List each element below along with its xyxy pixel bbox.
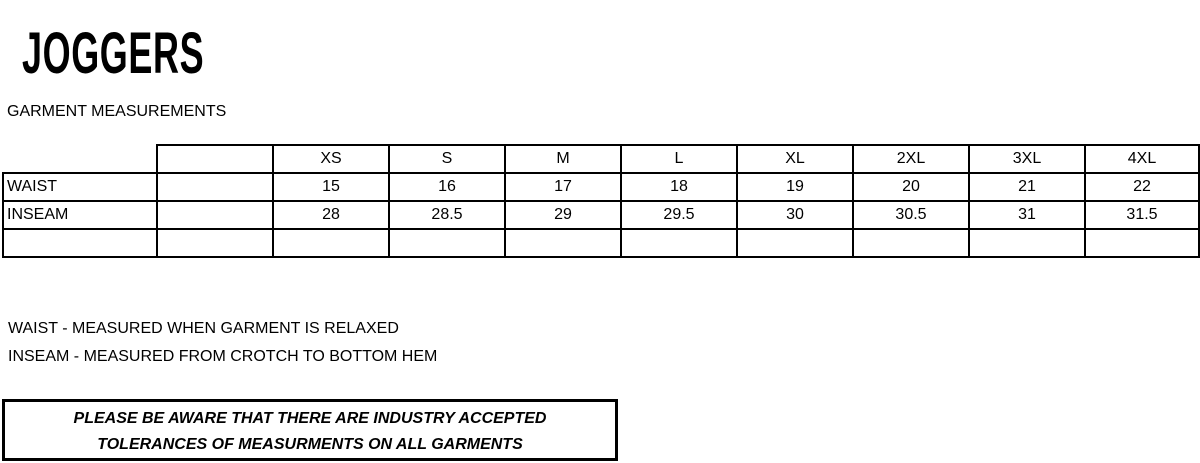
- measurement-cell: [968, 228, 1086, 258]
- measurement-cell: [1084, 228, 1200, 258]
- measurement-cell: 31.5: [1084, 200, 1200, 230]
- size-header-l: L: [620, 144, 738, 174]
- measurement-cell: 28: [272, 200, 390, 230]
- size-header-4xl: 4XL: [1084, 144, 1200, 174]
- measurement-cell: 17: [504, 172, 622, 202]
- size-header-2xl: 2XL: [852, 144, 970, 174]
- blank-cell: [156, 172, 274, 202]
- row-label: WAIST: [2, 172, 158, 202]
- measurement-cell: [736, 228, 854, 258]
- measurement-cell: 19: [736, 172, 854, 202]
- size-header-xl: XL: [736, 144, 854, 174]
- notice-line-2: TOLERANCES OF MEASURMENTS ON ALL GARMENT…: [97, 436, 523, 453]
- measurement-cell: 31: [968, 200, 1086, 230]
- measurement-cell: 15: [272, 172, 390, 202]
- section-subtitle: GARMENT MEASUREMENTS: [7, 103, 227, 120]
- measurement-cell: [388, 228, 506, 258]
- size-header-s: S: [388, 144, 506, 174]
- measurement-cell: 29.5: [620, 200, 738, 230]
- blank-cell: [156, 200, 274, 230]
- notice-line-1: PLEASE BE AWARE THAT THERE ARE INDUSTRY …: [73, 410, 547, 427]
- size-header-m: M: [504, 144, 622, 174]
- measurement-cell: [504, 228, 622, 258]
- row-label: INSEAM: [2, 200, 158, 230]
- tolerance-notice: PLEASE BE AWARE THAT THERE ARE INDUSTRY …: [2, 399, 618, 461]
- measurement-cell: 18: [620, 172, 738, 202]
- measurement-cell: 30.5: [852, 200, 970, 230]
- note-waist: WAIST - MEASURED WHEN GARMENT IS RELAXED: [8, 320, 399, 337]
- page-title: JOGGERS: [22, 21, 205, 86]
- measurement-cell: 30: [736, 200, 854, 230]
- measurement-cell: 16: [388, 172, 506, 202]
- measurement-cell: [620, 228, 738, 258]
- row-label: [2, 228, 158, 258]
- size-header-3xl: 3XL: [968, 144, 1086, 174]
- blank-cell: [156, 228, 274, 258]
- measurement-cell: 29: [504, 200, 622, 230]
- measurement-cell: [852, 228, 970, 258]
- measurement-cell: 22: [1084, 172, 1200, 202]
- header-blank-cell: [156, 144, 274, 174]
- measurement-cell: [272, 228, 390, 258]
- note-inseam: INSEAM - MEASURED FROM CROTCH TO BOTTOM …: [8, 348, 438, 365]
- measurement-cell: 28.5: [388, 200, 506, 230]
- measurement-cell: 21: [968, 172, 1086, 202]
- measurement-cell: 20: [852, 172, 970, 202]
- size-header-xs: XS: [272, 144, 390, 174]
